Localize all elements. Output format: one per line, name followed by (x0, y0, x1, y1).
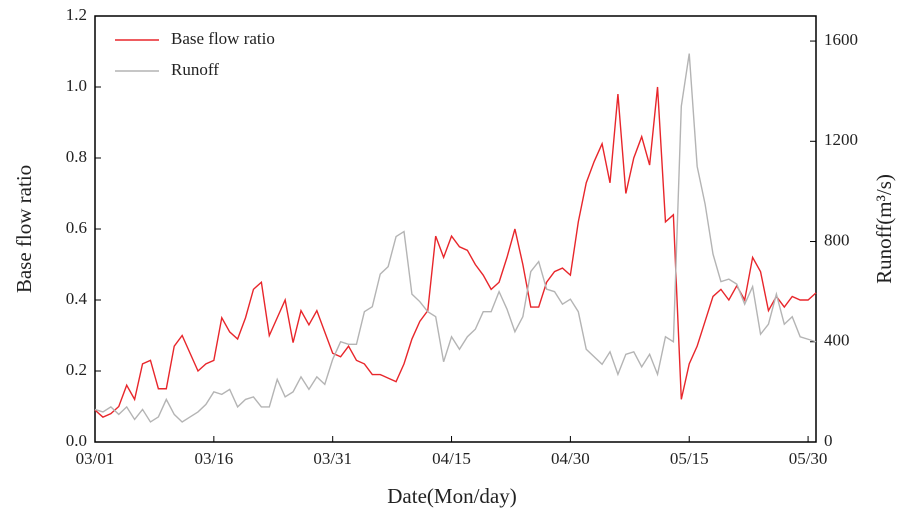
x-tick-label: 03/16 (194, 449, 233, 468)
y-tick-label: 0.2 (66, 360, 87, 379)
series-line (94, 53, 817, 423)
y2-tick-label: 400 (824, 331, 850, 350)
x-tick-label: 05/30 (789, 449, 828, 468)
series-line (94, 86, 817, 418)
y2-tick-label: 800 (824, 230, 850, 249)
y-tick-label: 0.4 (66, 289, 88, 308)
x-tick-label: 04/30 (551, 449, 590, 468)
x-tick-label: 03/01 (76, 449, 115, 468)
y2-tick-label: 0 (824, 431, 833, 450)
plot-frame (94, 15, 817, 443)
legend-label: Base flow ratio (171, 29, 275, 48)
x-tick-label: 05/15 (670, 449, 709, 468)
y2-tick-label: 1600 (824, 30, 858, 49)
x-tick-label: 03/31 (313, 449, 352, 468)
y-tick-label: 0.8 (66, 147, 87, 166)
x-axis-label: Date(Mon/day) (387, 484, 516, 508)
y-tick-label: 1.0 (66, 76, 87, 95)
legend-label: Runoff (171, 60, 219, 79)
y-tick-label: 0.0 (66, 431, 87, 450)
x-tick-label: 04/15 (432, 449, 471, 468)
y2-tick-label: 1200 (824, 130, 858, 149)
y-tick-label: 1.2 (66, 5, 87, 24)
y2-axis-label: Runoff(m³/s) (872, 174, 896, 284)
y-axis-label: Base flow ratio (12, 165, 36, 293)
y-tick-label: 0.6 (66, 218, 87, 237)
